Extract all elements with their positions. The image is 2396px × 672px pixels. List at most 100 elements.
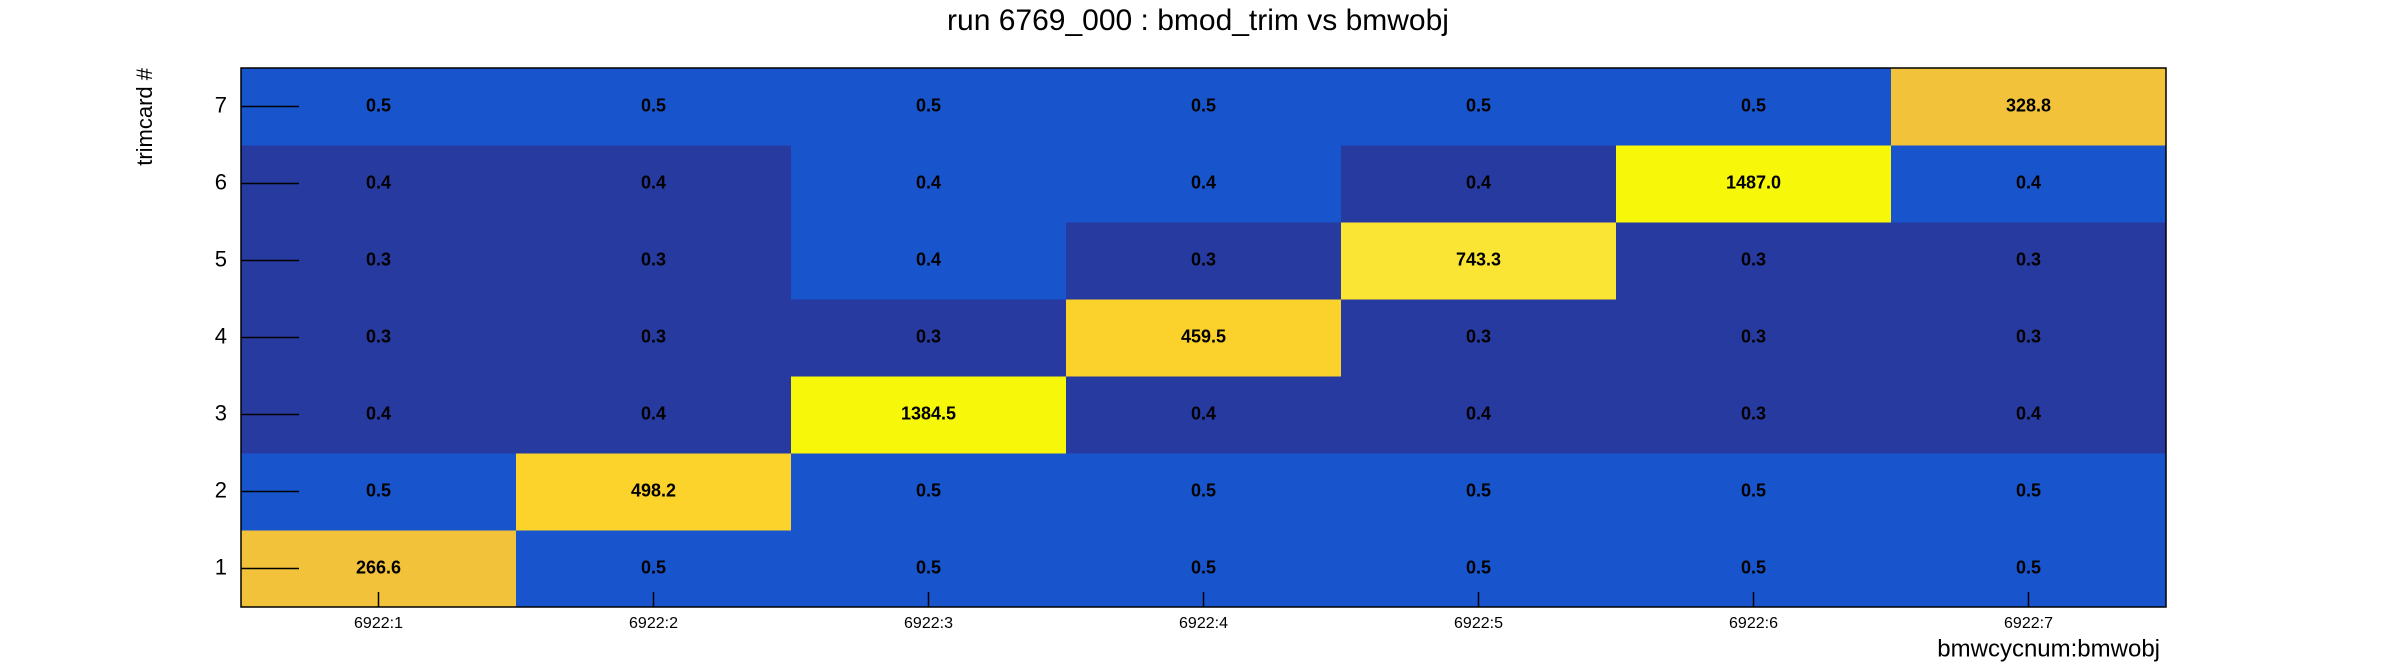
cell-label: 0.3 <box>366 326 391 346</box>
cell-label: 459.5 <box>1181 326 1226 346</box>
heatmap-cell <box>1341 376 1617 454</box>
heatmap-cell <box>1891 68 2167 146</box>
heatmap-cell <box>1616 68 1892 146</box>
x-tick-label: 6922:7 <box>2004 615 2053 632</box>
cell-label: 0.4 <box>641 403 666 423</box>
heatmap-cell <box>1891 299 2167 377</box>
heatmap-cell <box>1891 222 2167 300</box>
cell-label: 0.5 <box>2016 480 2041 500</box>
cell-label: 0.3 <box>641 326 666 346</box>
heatmap-cell <box>1891 145 2167 223</box>
y-tick-label: 3 <box>215 400 227 425</box>
y-tick-label: 1 <box>215 554 227 579</box>
heatmap-cell <box>791 299 1067 377</box>
cell-label: 0.3 <box>1741 403 1766 423</box>
cell-label: 0.5 <box>1466 557 1491 577</box>
cell-label: 328.8 <box>2006 95 2051 115</box>
x-tick-label: 6922:2 <box>629 615 678 632</box>
heatmap-cell <box>1891 376 2167 454</box>
x-tick-label: 6922:1 <box>354 615 403 632</box>
heatmap-cell <box>791 453 1067 531</box>
heatmap-cell <box>1616 453 1892 531</box>
y-tick-label: 7 <box>215 92 227 117</box>
cell-label: 0.4 <box>916 172 941 192</box>
cell-label: 0.5 <box>1466 480 1491 500</box>
y-axis-label: trimcard # <box>132 67 157 166</box>
chart-title: run 6769_000 : bmod_trim vs bmwobj <box>947 4 1449 37</box>
y-tick-label: 6 <box>215 169 227 194</box>
heatmap-cell <box>1616 222 1892 300</box>
cell-label: 0.5 <box>916 557 941 577</box>
heatmap-cell <box>1066 453 1342 531</box>
cell-label: 1384.5 <box>901 403 956 423</box>
cell-label: 0.4 <box>1466 172 1491 192</box>
cell-label: 0.3 <box>2016 326 2041 346</box>
heatmap-cell <box>1066 68 1342 146</box>
cell-label: 0.4 <box>366 172 391 192</box>
cell-label: 0.3 <box>1741 326 1766 346</box>
heatmap-cell <box>516 222 792 300</box>
cell-label: 1487.0 <box>1726 172 1781 192</box>
cell-label: 743.3 <box>1456 249 1501 269</box>
heatmap-cell <box>791 376 1067 454</box>
cell-label: 0.4 <box>2016 172 2041 192</box>
cell-label: 0.4 <box>1466 403 1491 423</box>
x-tick-label: 6922:6 <box>1729 615 1778 632</box>
cell-label: 0.4 <box>1191 172 1216 192</box>
y-tick-label: 5 <box>215 246 227 271</box>
cell-label: 0.3 <box>1466 326 1491 346</box>
heatmap-cell <box>1341 222 1617 300</box>
heatmap-cell <box>516 145 792 223</box>
x-tick-label: 6922:3 <box>904 615 953 632</box>
cell-label: 0.5 <box>641 95 666 115</box>
cell-label: 0.5 <box>916 480 941 500</box>
cell-label: 0.3 <box>1741 249 1766 269</box>
heatmap-cell <box>1341 145 1617 223</box>
heatmap-cell <box>791 68 1067 146</box>
cell-label: 0.3 <box>2016 249 2041 269</box>
cell-label: 0.5 <box>2016 557 2041 577</box>
cell-label: 0.5 <box>1741 95 1766 115</box>
heatmap-cell <box>1341 68 1617 146</box>
cell-label: 0.4 <box>2016 403 2041 423</box>
cell-label: 0.5 <box>641 557 666 577</box>
heatmap-cell <box>1341 299 1617 377</box>
heatmap-cell <box>1341 453 1617 531</box>
heatmap-cell <box>516 453 792 531</box>
cell-label: 0.3 <box>641 249 666 269</box>
heatmap-cell <box>516 68 792 146</box>
cell-label: 0.5 <box>1741 557 1766 577</box>
cell-label: 0.5 <box>1191 95 1216 115</box>
cell-label: 0.5 <box>916 95 941 115</box>
cell-label: 0.4 <box>641 172 666 192</box>
cell-label: 0.5 <box>366 480 391 500</box>
cell-label: 0.5 <box>1191 480 1216 500</box>
heatmap-cell <box>516 376 792 454</box>
cell-label: 0.5 <box>1741 480 1766 500</box>
heatmap-cell <box>1616 376 1892 454</box>
heatmap-cell <box>1616 145 1892 223</box>
heatmap-cell <box>1891 453 2167 531</box>
x-tick-label: 6922:4 <box>1179 615 1228 632</box>
heatmap-cell <box>516 299 792 377</box>
cell-label: 0.3 <box>1191 249 1216 269</box>
cell-label: 0.5 <box>1191 557 1216 577</box>
heatmap-cell <box>1616 299 1892 377</box>
x-axis-label: bmwcycnum:bmwobj <box>1937 635 2160 662</box>
cell-label: 0.5 <box>1466 95 1491 115</box>
cell-label: 0.4 <box>1191 403 1216 423</box>
heatmap-cell <box>1066 299 1342 377</box>
cell-label: 266.6 <box>356 557 401 577</box>
heatmap-cell <box>1066 222 1342 300</box>
heatmap-cell <box>1066 145 1342 223</box>
cell-label: 0.3 <box>916 326 941 346</box>
cell-label: 0.3 <box>366 249 391 269</box>
cell-label: 0.4 <box>916 249 941 269</box>
heatmap-cell <box>791 145 1067 223</box>
heatmap-cell <box>791 222 1067 300</box>
cell-label: 0.4 <box>366 403 391 423</box>
cell-label: 0.5 <box>366 95 391 115</box>
heatmap-cell <box>1066 376 1342 454</box>
